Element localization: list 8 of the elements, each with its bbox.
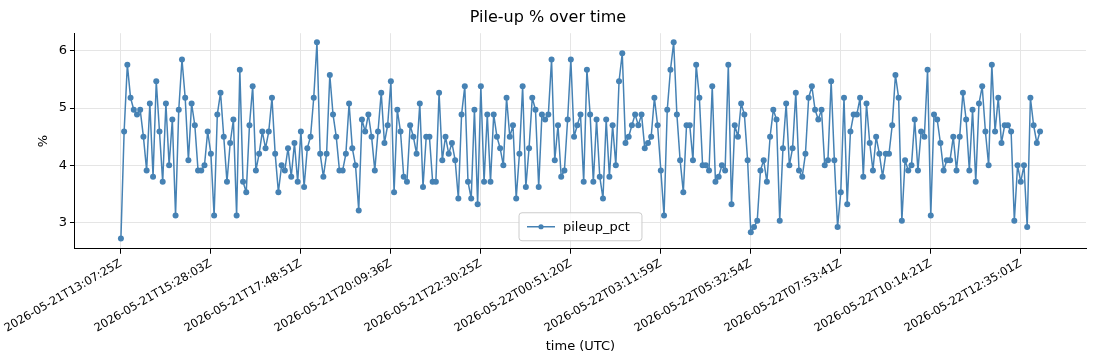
- y-tick-label: 4: [58, 156, 67, 172]
- y-tick-label: 5: [58, 99, 67, 115]
- x-axis-title: time (UTC): [545, 337, 616, 353]
- y-tick-label: 6: [58, 42, 67, 58]
- legend-label: pileup_pct: [563, 219, 630, 235]
- y-axis-title: %: [35, 134, 51, 148]
- chart-title: Pile-up % over time: [469, 6, 627, 26]
- y-tick-label: 3: [58, 213, 67, 229]
